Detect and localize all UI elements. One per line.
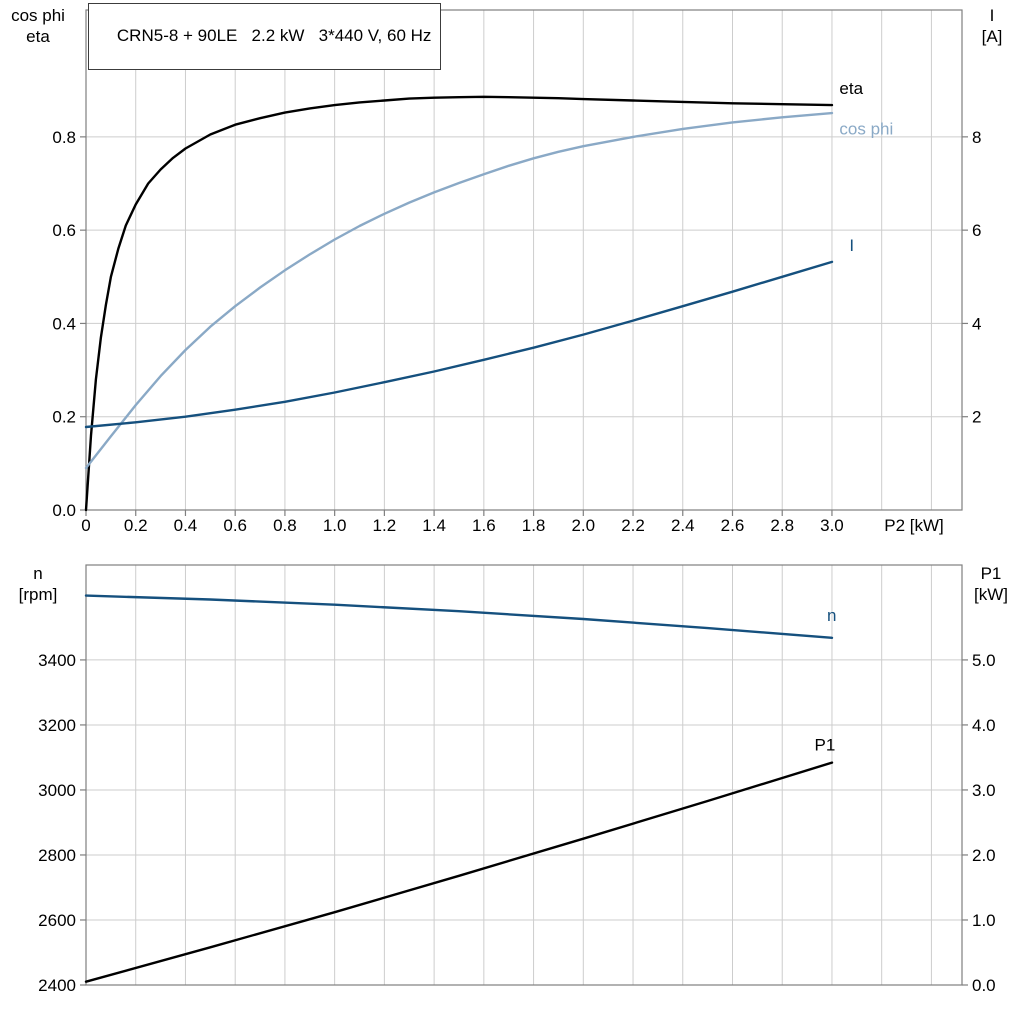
left-tick-label: 2400 bbox=[38, 976, 76, 995]
x-tick-label: 1.6 bbox=[472, 516, 496, 535]
bottom-chart-svg: 2400 2600 2800 3000 3200 3400 0.0 1.0 2.0 3.0 4.0 5… bbox=[38, 564, 996, 995]
x-tick-label: 0.2 bbox=[124, 516, 148, 535]
top-right-axis-title: I [A] bbox=[964, 5, 1020, 47]
x-tick-label: 1.0 bbox=[323, 516, 347, 535]
x-tick-label: 1.4 bbox=[422, 516, 446, 535]
axis-title-speed-unit: [rpm] bbox=[18, 585, 58, 604]
bottom-left-axis-title: n [rpm] bbox=[2, 563, 74, 605]
axis-title-cos-phi: cos phi bbox=[11, 6, 65, 25]
curve-eta bbox=[84, 95, 834, 512]
x-tick-label: 2.2 bbox=[621, 516, 645, 535]
curve-n bbox=[84, 594, 834, 640]
axis-title-current-unit: [A] bbox=[981, 27, 1003, 46]
right-tick-label: 6 bbox=[972, 221, 981, 240]
right-tick-label: 1.0 bbox=[972, 911, 996, 930]
axis-title-speed: n bbox=[33, 564, 43, 583]
plot-frame bbox=[85, 564, 963, 986]
left-tick-label: 2600 bbox=[38, 911, 76, 930]
x-tick-label: 1.2 bbox=[373, 516, 397, 535]
curve-label-eta: eta bbox=[839, 79, 863, 98]
curve-label-cos-phi: cos phi bbox=[839, 119, 893, 138]
left-tick-label: 3400 bbox=[38, 651, 76, 670]
x-tick-label: 3.0 bbox=[820, 516, 844, 535]
curve-I bbox=[84, 260, 834, 429]
left-tick-label: 3000 bbox=[38, 781, 76, 800]
x-tick-label: 2.8 bbox=[770, 516, 794, 535]
bottom-right-axis-title: P1 [kW] bbox=[962, 563, 1020, 605]
chart-title-text: CRN5-8 + 90LE 2.2 kW 3*440 V, 60 Hz bbox=[116, 26, 432, 45]
top-chart-svg: 0.0 0.2 0.4 0.6 0.8 2 4 6 8 0 0.2 0.4 0.6 0.8 1.0 1.2 1.… bbox=[52, 9, 981, 535]
curve-P1 bbox=[84, 761, 834, 983]
curve-cos-phi bbox=[84, 111, 834, 470]
left-tick-label: 0.2 bbox=[52, 408, 76, 427]
left-tick-label: 0.8 bbox=[52, 128, 76, 147]
x-tick-label: 1.8 bbox=[522, 516, 546, 535]
right-tick-label: 3.0 bbox=[972, 781, 996, 800]
right-tick-label: 0.0 bbox=[972, 976, 996, 995]
x-tick-label: 0.4 bbox=[174, 516, 198, 535]
x-tick-label: 2.6 bbox=[721, 516, 745, 535]
right-tick-label: 2.0 bbox=[972, 846, 996, 865]
x-tick-label: 0.6 bbox=[223, 516, 247, 535]
axis-title-current: I bbox=[989, 6, 995, 25]
x-axis-label: P2 [kW] bbox=[884, 516, 944, 535]
left-tick-label: 3200 bbox=[38, 716, 76, 735]
right-tick-label: 5.0 bbox=[972, 651, 996, 670]
x-tick-label: 0.8 bbox=[273, 516, 297, 535]
chart-title-box: CRN5-8 + 90LE 2.2 kW 3*440 V, 60 Hz bbox=[88, 3, 442, 70]
plot-frame bbox=[85, 9, 963, 511]
x-tick-label: 0 bbox=[81, 516, 90, 535]
left-tick-label: 2800 bbox=[38, 846, 76, 865]
x-tick-label: 2.0 bbox=[571, 516, 595, 535]
curve-label-n: n bbox=[827, 606, 836, 625]
left-tick-label: 0.0 bbox=[52, 501, 76, 520]
left-tick-label: 0.4 bbox=[52, 314, 76, 333]
x-tick-label: 2.4 bbox=[671, 516, 695, 535]
top-left-axis-title: cos phi eta bbox=[2, 5, 74, 47]
curve-label-P1: P1 bbox=[815, 735, 836, 754]
right-tick-label: 2 bbox=[972, 408, 981, 427]
axis-title-p1: P1 bbox=[980, 564, 1002, 583]
right-tick-label: 4.0 bbox=[972, 716, 996, 735]
curve-label-I: I bbox=[849, 236, 854, 255]
right-tick-label: 8 bbox=[972, 128, 981, 147]
axis-title-p1-unit: [kW] bbox=[974, 585, 1008, 604]
axis-title-eta: eta bbox=[26, 27, 50, 46]
right-tick-label: 4 bbox=[972, 314, 981, 333]
left-tick-label: 0.6 bbox=[52, 221, 76, 240]
